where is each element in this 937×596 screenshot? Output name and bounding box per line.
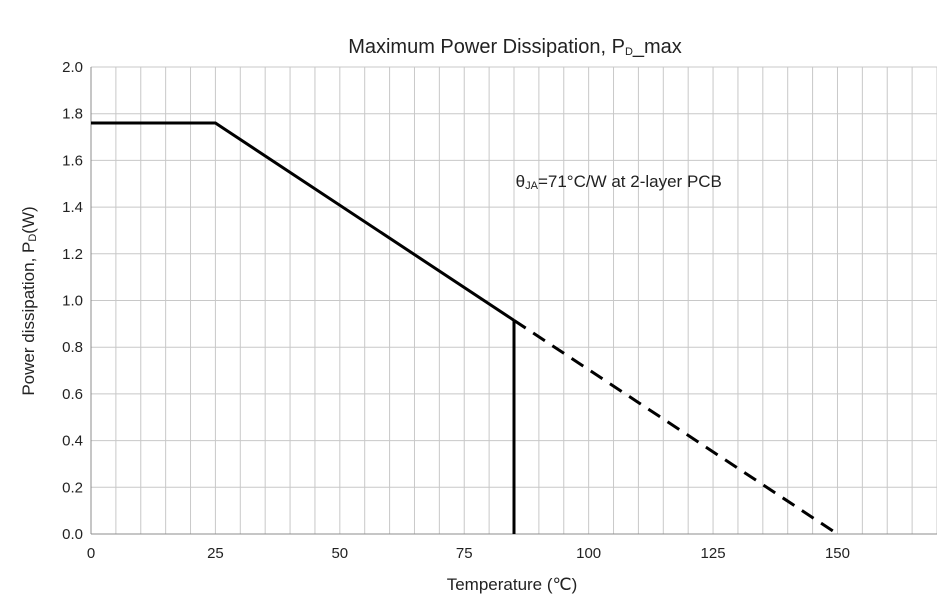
y-tick-label: 1.2 xyxy=(62,246,83,263)
grid xyxy=(91,66,937,534)
x-tick-label: 75 xyxy=(456,545,473,562)
series xyxy=(91,121,839,536)
y-tick-label: 0.2 xyxy=(62,479,83,496)
x-tick-label: 0 xyxy=(87,545,95,562)
y-tick-label: 0.8 xyxy=(62,339,83,356)
x-tick-label: 50 xyxy=(331,545,348,562)
y-tick-label: 0.0 xyxy=(62,526,83,543)
y-tick-label: 1.0 xyxy=(62,293,83,310)
y-tick-label: 1.6 xyxy=(62,152,83,169)
x-tick-label: 150 xyxy=(825,545,850,562)
derating-line-dashed xyxy=(513,319,839,536)
derating-line-0 xyxy=(91,121,515,322)
y-tick-label: 2.0 xyxy=(62,59,83,76)
y-tick-labels: 0.0 0.2 0.4 0.6 0.8 1.0 1.2 1.4 1.6 1.8 2.0 xyxy=(62,59,83,543)
theta-ja-annotation: θJA=71°C/W at 2-layer PCB xyxy=(516,172,722,192)
chart-title: Maximum Power Dissipation, PD_max xyxy=(348,36,682,58)
y-tick-label: 1.4 xyxy=(62,199,83,216)
y-tick-label: 0.4 xyxy=(62,433,83,450)
x-tick-labels: 0 25 50 75 100 125 150 xyxy=(87,545,850,562)
x-tick-label: 25 xyxy=(207,545,224,562)
y-tick-label: 1.8 xyxy=(62,106,83,123)
y-axis-title: Power dissipation, PD(W) xyxy=(19,206,39,395)
x-tick-label: 125 xyxy=(701,545,726,562)
y-tick-label: 0.6 xyxy=(62,386,83,403)
x-axis-title: Temperature (℃) xyxy=(447,575,578,594)
x-tick-label: 100 xyxy=(576,545,601,562)
